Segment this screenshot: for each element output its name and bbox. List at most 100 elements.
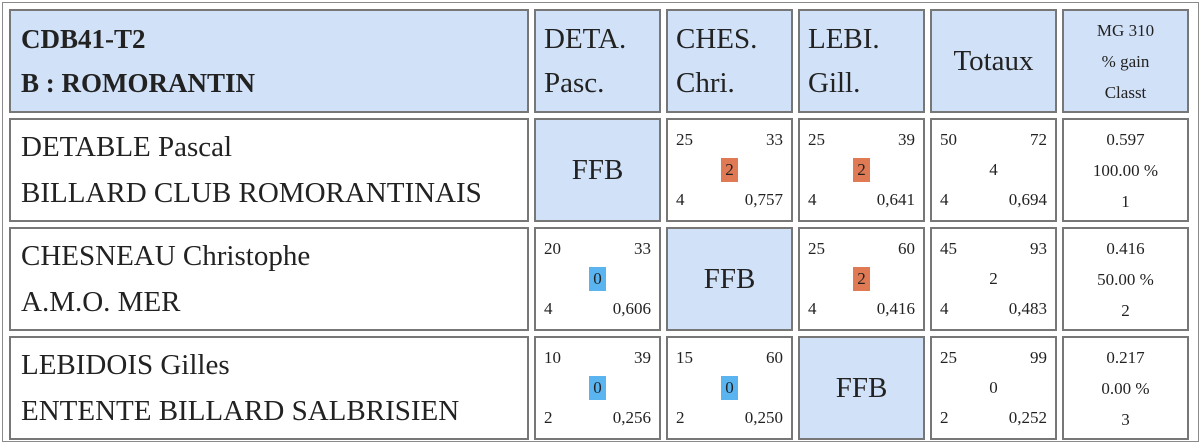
- total-innings: 93: [1030, 239, 1047, 258]
- column-header-deta: DETA. Pasc.: [534, 9, 661, 113]
- totals-cell: 45 93 2 4 0,483: [930, 227, 1057, 331]
- match-score-cell: 15 60 0 2 0,250: [666, 336, 793, 440]
- player-club: A.M.O. MER: [21, 286, 181, 318]
- totals-cell: 50 72 4 4 0,694: [930, 118, 1057, 222]
- match-score-cell: 25 60 2 4 0,416: [798, 227, 925, 331]
- column-header-mg: MG 310 % gain Classt: [1062, 9, 1189, 113]
- high-run: 4: [808, 299, 817, 318]
- player-info: CHESNEAU Christophe A.M.O. MER: [9, 227, 529, 331]
- general-average: 0.416: [1106, 238, 1145, 258]
- general-average: 0.217: [1106, 347, 1145, 367]
- match-points-badge: 0: [589, 376, 606, 400]
- best-run: 4: [940, 299, 949, 318]
- average: 0,256: [612, 408, 651, 427]
- high-run: 4: [676, 190, 685, 209]
- average: 0,250: [744, 408, 783, 427]
- match-score-cell: 20 33 0 4 0,606: [534, 227, 661, 331]
- rank: 2: [1121, 300, 1130, 320]
- average: 0,416: [876, 299, 915, 318]
- innings: 60: [898, 239, 915, 258]
- competition-group: B : ROMORANTIN: [21, 68, 255, 98]
- match-points-badge: 0: [589, 267, 606, 291]
- ffb-label: FFB: [703, 262, 756, 295]
- overall-average: 0,694: [1008, 190, 1047, 209]
- player-name: DETABLE Pascal: [21, 131, 233, 163]
- best-run: 4: [940, 190, 949, 209]
- ffb-label: FFB: [835, 371, 888, 404]
- header-row: CDB41-T2 B : ROMORANTIN DETA. Pasc. CHES…: [9, 9, 1189, 113]
- overall-average: 0,483: [1008, 299, 1047, 318]
- innings: 33: [634, 239, 651, 258]
- high-run: 2: [676, 408, 685, 427]
- points: 25: [808, 239, 825, 258]
- match-score-cell: 25 33 2 4 0,757: [666, 118, 793, 222]
- ffb-cell: FFB: [534, 118, 661, 222]
- player-club: BILLARD CLUB ROMORANTINAIS: [21, 177, 482, 209]
- match-score-cell: 10 39 0 2 0,256: [534, 336, 661, 440]
- match-score-cell: 25 39 2 4 0,641: [798, 118, 925, 222]
- player-row: LEBIDOIS Gilles ENTENTE BILLARD SALBRISI…: [9, 336, 1189, 440]
- general-average: 0.597: [1106, 129, 1145, 149]
- mg-label: MG 310: [1096, 20, 1155, 40]
- rank-label: Classt: [1104, 82, 1147, 102]
- column-header-line1: LEBI.: [808, 23, 880, 55]
- points: 20: [544, 239, 561, 258]
- innings: 60: [766, 348, 783, 367]
- total-match-points: 2: [989, 269, 998, 288]
- total-match-points: 0: [989, 378, 998, 397]
- player-row: DETABLE Pascal BILLARD CLUB ROMORANTINAI…: [9, 118, 1189, 222]
- points: 25: [676, 130, 693, 149]
- ffb-cell: FFB: [666, 227, 793, 331]
- match-points-badge: 0: [721, 376, 738, 400]
- match-points-badge: 2: [721, 158, 738, 182]
- average: 0,606: [612, 299, 651, 318]
- match-points-badge: 2: [853, 158, 870, 182]
- total-innings: 72: [1030, 130, 1047, 149]
- average: 0,641: [876, 190, 915, 209]
- gain-percent: 0.00 %: [1101, 378, 1150, 398]
- average: 0,757: [744, 190, 783, 209]
- player-club: ENTENTE BILLARD SALBRISIEN: [21, 395, 460, 427]
- rank: 1: [1121, 191, 1130, 211]
- points: 25: [808, 130, 825, 149]
- total-match-points: 4: [989, 160, 998, 179]
- mg-cell: 0.597 100.00 % 1: [1062, 118, 1189, 222]
- competition-title: CDB41-T2 B : ROMORANTIN: [9, 9, 529, 113]
- column-header-lebi: LEBI. Gill.: [798, 9, 925, 113]
- total-points: 50: [940, 130, 957, 149]
- column-header-line2: Gill.: [808, 67, 861, 99]
- column-header-totals: Totaux: [930, 9, 1057, 113]
- high-run: 2: [544, 408, 553, 427]
- gain-percent: 100.00 %: [1092, 160, 1159, 180]
- ffb-cell: FFB: [798, 336, 925, 440]
- mg-cell: 0.416 50.00 % 2: [1062, 227, 1189, 331]
- points: 15: [676, 348, 693, 367]
- player-row: CHESNEAU Christophe A.M.O. MER 20 33 0 4…: [9, 227, 1189, 331]
- mg-cell: 0.217 0.00 % 3: [1062, 336, 1189, 440]
- innings: 39: [898, 130, 915, 149]
- competition-code: CDB41-T2: [21, 24, 146, 54]
- overall-average: 0,252: [1008, 408, 1047, 427]
- total-points: 25: [940, 348, 957, 367]
- player-name: LEBIDOIS Gilles: [21, 349, 230, 381]
- total-innings: 99: [1030, 348, 1047, 367]
- total-points: 45: [940, 239, 957, 258]
- points: 10: [544, 348, 561, 367]
- innings: 39: [634, 348, 651, 367]
- innings: 33: [766, 130, 783, 149]
- column-header-line2: Pasc.: [544, 67, 605, 99]
- match-points-badge: 2: [853, 267, 870, 291]
- ffb-label: FFB: [571, 153, 624, 186]
- gain-percent: 50.00 %: [1097, 269, 1154, 289]
- totals-cell: 25 99 0 2 0,252: [930, 336, 1057, 440]
- player-name: CHESNEAU Christophe: [21, 240, 311, 272]
- column-header-ches: CHES. Chri.: [666, 9, 793, 113]
- column-header-line1: CHES.: [676, 23, 758, 55]
- best-run: 2: [940, 408, 949, 427]
- results-table: CDB41-T2 B : ROMORANTIN DETA. Pasc. CHES…: [4, 4, 1194, 445]
- column-header-line1: DETA.: [544, 23, 627, 55]
- player-info: DETABLE Pascal BILLARD CLUB ROMORANTINAI…: [9, 118, 529, 222]
- totals-label: Totaux: [953, 45, 1034, 77]
- high-run: 4: [544, 299, 553, 318]
